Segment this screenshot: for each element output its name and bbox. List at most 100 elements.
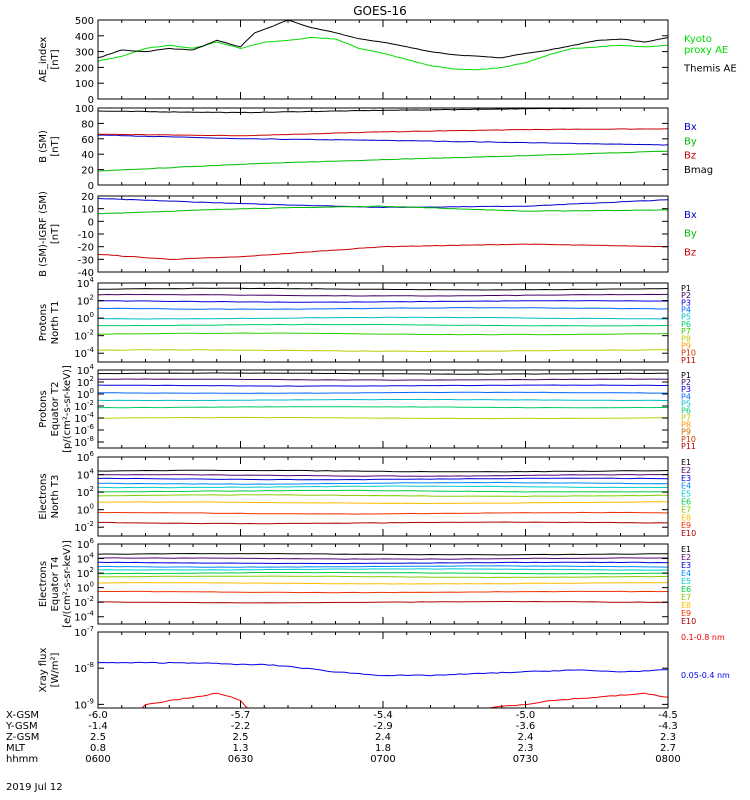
y-tick-label: 10-4 [74, 411, 94, 425]
legend-by: By [684, 229, 697, 240]
footer-label-x-gsm: X-GSM [6, 710, 39, 721]
series-line-e3 [98, 477, 668, 481]
series-line-e6 [98, 572, 668, 575]
legend-e4: E4 [681, 569, 691, 578]
legend-p8: P8 [681, 334, 691, 343]
legend-p6: P6 [681, 320, 691, 329]
y-tick-label: 100 [75, 104, 94, 115]
y-tick-label: 104 [77, 552, 95, 566]
legend-kyoto-proxy-ae: proxy AE [684, 45, 728, 56]
panel-8: 10-9 10-8 10-7 Xray flux [W/m²] 0.1-0.8 nm 0.0… [38, 625, 730, 711]
series-line-p8 [98, 349, 668, 353]
y-tick-label: 100 [75, 79, 94, 90]
legend-e3: E3 [681, 474, 691, 483]
y-axis-label: Protons [38, 390, 49, 427]
series-line-e8 [98, 501, 668, 505]
series-line-p7 [98, 416, 668, 420]
legend-e2: E2 [681, 466, 691, 475]
footer-value: -3.6 [516, 721, 536, 732]
series-line-e9 [98, 590, 668, 594]
footer-value: -6.0 [88, 710, 108, 721]
series-group [98, 20, 668, 71]
legend-p8: P8 [681, 421, 691, 430]
footer-value: -2.2 [231, 721, 251, 732]
series-line-e6 [98, 489, 668, 493]
legend-themis-ae: Themis AE [683, 64, 737, 75]
legend-e7: E7 [681, 593, 691, 602]
y-tick-label: 102 [77, 566, 94, 580]
orbit-footer: X-GSM -6.0 -5.7 -5.4 -5.0 -4.5 Y-GSM -1.4 -2.2 -2… [5, 710, 681, 765]
y-tick-label: 10-2 [74, 329, 94, 343]
legend-0.05-0.4 nm: 0.05-0.4 nm [681, 671, 730, 680]
plot-title: GOES-16 [353, 4, 407, 18]
panel-frame [97, 456, 669, 537]
legend-0.1-0.8 nm: 0.1-0.8 nm [681, 633, 725, 642]
legend-p4: P4 [681, 392, 691, 401]
footer-value: -4.3 [658, 721, 678, 732]
legend-p1: P1 [681, 284, 691, 293]
footer-value: -5.4 [373, 710, 393, 721]
y-axis-label: Equator T2 [50, 382, 61, 437]
series-line-p4 [98, 391, 668, 394]
legend-p2: P2 [681, 378, 691, 387]
legend-e3: E3 [681, 561, 691, 570]
y-tick-label: 20 [81, 166, 94, 177]
y-tick-label: 10-6 [74, 423, 94, 437]
series-line-e2 [98, 474, 668, 477]
legend-p11: P11 [681, 442, 696, 451]
series-line-by [98, 150, 668, 172]
legend-e7: E7 [681, 505, 691, 514]
series-line-e4 [98, 481, 668, 485]
footer-label-mlt: MLT [6, 743, 26, 754]
series-line-e4 [98, 565, 668, 568]
y-axis-label: B (SM) [38, 130, 49, 163]
legend-p7: P7 [681, 327, 691, 336]
y-tick-label: 104 [77, 363, 95, 377]
series-line-e5 [98, 485, 668, 489]
series-line-p3 [98, 384, 668, 387]
legend-e9: E9 [681, 521, 691, 530]
legend-e1: E1 [681, 545, 691, 554]
y-tick-label: 100 [77, 581, 94, 595]
series-line-e1 [98, 469, 668, 473]
y-axis-label: Xray flux [38, 648, 49, 693]
legend-e5: E5 [681, 490, 691, 499]
legend-p1: P1 [681, 371, 691, 380]
series-line-themis-ae [98, 20, 668, 59]
footer-value: 2.4 [375, 732, 391, 743]
series-line-0-05-0-4-nm [98, 661, 668, 677]
series-line-e2 [98, 557, 668, 560]
y-tick-label: 10-9 [74, 697, 94, 711]
legend-kyoto-proxy-ae: Kyoto [684, 34, 712, 45]
y-axis-label: North T3 [50, 475, 61, 519]
legend-e6: E6 [681, 585, 691, 594]
y-tick-label: 60 [81, 135, 94, 146]
y-axis-label: [e/(cm²-s-sr-keV)] [62, 540, 73, 628]
footer-value: -1.4 [88, 721, 108, 732]
series-line-e7 [98, 494, 668, 498]
series-line-bx [98, 134, 668, 146]
series-line-p7 [98, 332, 668, 336]
series-line-e5 [98, 568, 668, 571]
footer-value: 2.7 [660, 743, 676, 754]
legend-p10: P10 [681, 349, 696, 358]
legend-p9: P9 [681, 428, 691, 437]
legend-p3: P3 [681, 385, 691, 394]
footer-value: -5.7 [231, 710, 251, 721]
y-tick-label: 10-7 [74, 625, 94, 639]
series-line-p3 [98, 300, 668, 303]
series-line-e9 [98, 511, 668, 515]
legend-e10: E10 [681, 529, 696, 538]
legend-e5: E5 [681, 577, 691, 586]
series-line-e8 [98, 582, 668, 585]
y-tick-label: 80 [81, 119, 94, 130]
series-line-e10 [98, 521, 668, 525]
y-tick-label: 20 [81, 192, 94, 203]
y-tick-label: 400 [75, 32, 94, 43]
legend-by: By [684, 136, 697, 147]
series-group [98, 287, 668, 353]
